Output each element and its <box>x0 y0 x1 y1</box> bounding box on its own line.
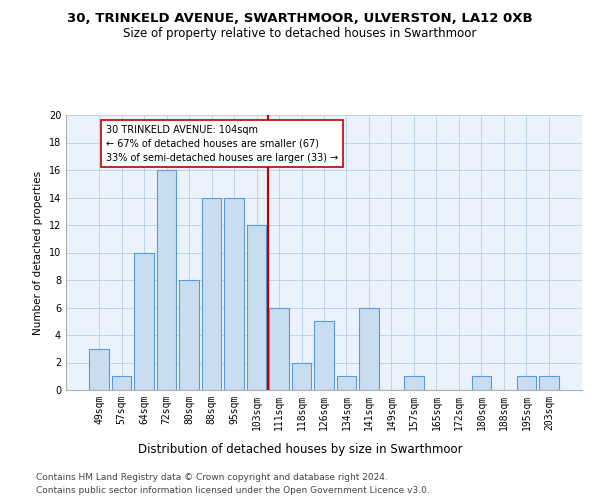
Bar <box>134 252 154 390</box>
Text: Contains public sector information licensed under the Open Government Licence v3: Contains public sector information licen… <box>36 486 430 495</box>
Text: 30 TRINKELD AVENUE: 104sqm
← 67% of detached houses are smaller (67)
33% of semi: 30 TRINKELD AVENUE: 104sqm ← 67% of deta… <box>106 124 338 162</box>
Bar <box>202 198 221 390</box>
Bar <box>269 308 289 390</box>
Bar <box>179 280 199 390</box>
Bar <box>517 376 536 390</box>
Bar <box>224 198 244 390</box>
Bar <box>404 376 424 390</box>
Bar <box>314 322 334 390</box>
Y-axis label: Number of detached properties: Number of detached properties <box>33 170 43 334</box>
Bar <box>337 376 356 390</box>
Text: Contains HM Land Registry data © Crown copyright and database right 2024.: Contains HM Land Registry data © Crown c… <box>36 472 388 482</box>
Bar <box>247 225 266 390</box>
Bar <box>89 349 109 390</box>
Bar <box>292 362 311 390</box>
Bar <box>472 376 491 390</box>
Text: 30, TRINKELD AVENUE, SWARTHMOOR, ULVERSTON, LA12 0XB: 30, TRINKELD AVENUE, SWARTHMOOR, ULVERST… <box>67 12 533 26</box>
Bar <box>112 376 131 390</box>
Bar <box>359 308 379 390</box>
Bar <box>539 376 559 390</box>
Text: Size of property relative to detached houses in Swarthmoor: Size of property relative to detached ho… <box>124 28 476 40</box>
Text: Distribution of detached houses by size in Swarthmoor: Distribution of detached houses by size … <box>137 442 463 456</box>
Bar <box>157 170 176 390</box>
